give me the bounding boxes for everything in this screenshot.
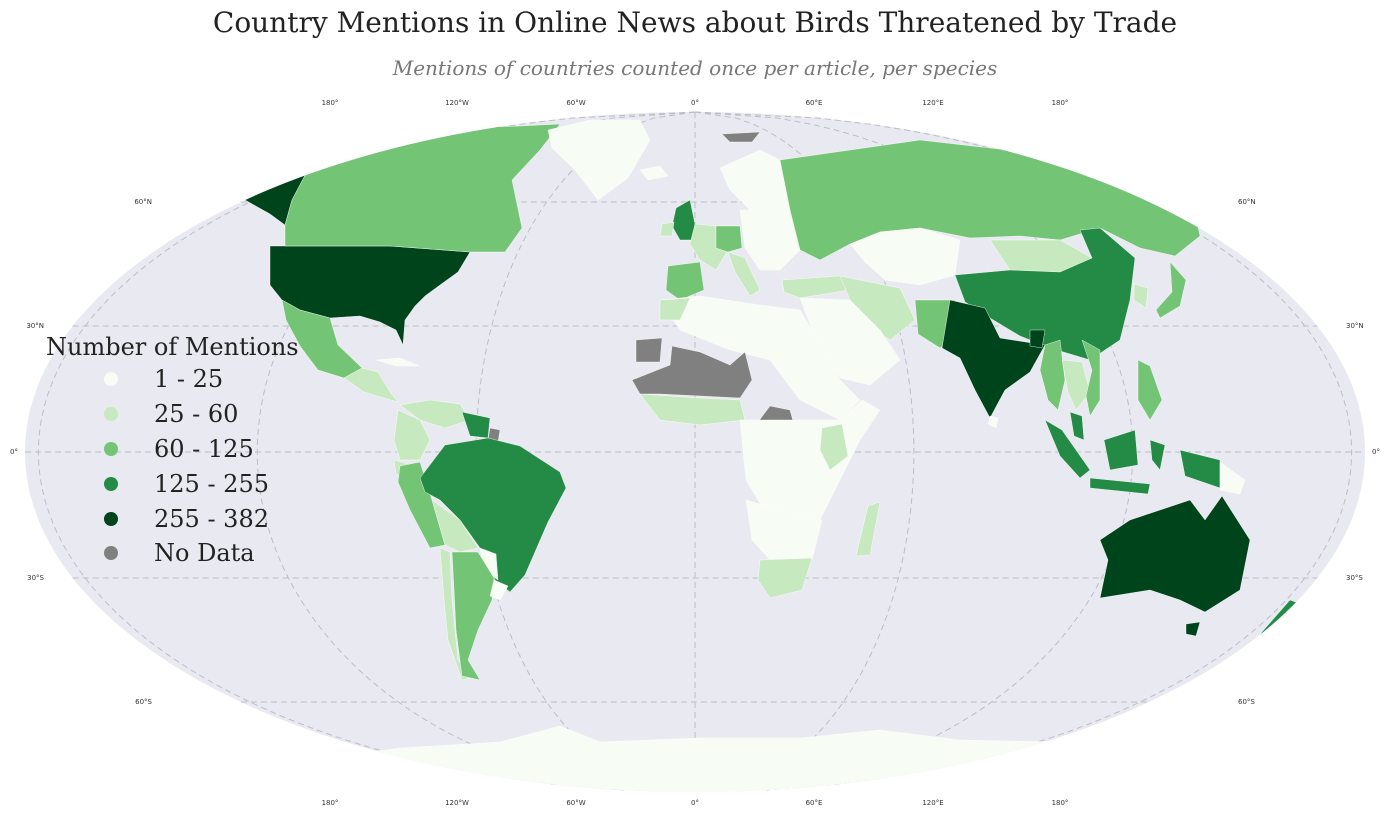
legend-item: 60 - 125 xyxy=(104,432,316,467)
country-bangladesh xyxy=(1029,329,1046,349)
country-sri-lanka xyxy=(987,415,999,429)
graticule-labels: 180° 180° 120°W 120°W 60°W 60°W 0° 0° 60°E 60°E 12… xyxy=(10,99,1380,807)
country-madagascar xyxy=(855,501,881,557)
legend-item: 1 - 25 xyxy=(104,362,316,397)
longitude-label-bottom: 60°W xyxy=(566,799,585,807)
country-sahel xyxy=(631,345,753,399)
country-turkey xyxy=(781,275,851,299)
country-kenya xyxy=(819,423,849,471)
longitude-label-bottom: 180° xyxy=(322,799,339,807)
country-south-africa xyxy=(757,557,813,599)
legend-item: 125 - 255 xyxy=(104,466,316,501)
country-north-africa xyxy=(659,295,861,421)
country-central-america xyxy=(343,367,399,403)
country-morocco xyxy=(659,297,691,321)
country-vietnam xyxy=(1081,339,1101,417)
map-subtitle: Mentions of countries counted once per a… xyxy=(392,56,998,80)
countries-layer xyxy=(199,119,1313,792)
legend-swatch-icon xyxy=(104,372,118,387)
legend-swatch-icon xyxy=(104,511,118,526)
country-svalbard xyxy=(721,131,761,143)
country-malaysia xyxy=(1069,411,1085,441)
legend-label: 60 - 125 xyxy=(154,434,254,463)
country-sulawesi xyxy=(1149,439,1166,471)
legend-title: Number of Mentions xyxy=(46,333,299,361)
legend-swatch-icon xyxy=(104,476,118,491)
country-india xyxy=(941,299,1046,419)
country-italy xyxy=(727,251,761,297)
legend-swatch-icon xyxy=(104,407,118,422)
country-greenland xyxy=(547,119,651,201)
latitude-label-right: 60°N xyxy=(1238,198,1256,206)
longitude-line xyxy=(694,111,1353,791)
country-philippines xyxy=(1137,359,1163,421)
country-cuba xyxy=(375,357,421,367)
longitude-label-top: 180° xyxy=(1052,99,1069,107)
country-japan xyxy=(1155,261,1187,319)
country-bolivia xyxy=(431,499,479,553)
longitude-line xyxy=(37,111,696,791)
legend-label: 25 - 60 xyxy=(154,400,239,429)
legend-swatch-icon xyxy=(104,546,118,561)
country-chile xyxy=(439,547,471,681)
longitude-label-bottom: 120°E xyxy=(922,799,943,807)
legend: Number of Mentions 1 - 25 25 - 60 60 - 125… xyxy=(46,332,316,571)
country-papua-new-guinea xyxy=(1219,461,1246,495)
legend-item: 25 - 60 xyxy=(104,397,316,432)
legend-item: 255 - 382 xyxy=(104,501,316,536)
longitude-label-bottom: 60°E xyxy=(806,799,823,807)
longitude-label-bottom: 120°W xyxy=(445,799,469,807)
country-ireland xyxy=(659,221,675,237)
latitude-label-left: 0° xyxy=(10,448,18,456)
country-colombia xyxy=(393,409,431,461)
country-uruguay xyxy=(489,579,509,601)
latitude-label-left: 30°S xyxy=(27,574,44,582)
latitude-label-left: 60°N xyxy=(134,198,152,206)
latitude-label-right: 30°S xyxy=(1346,574,1363,582)
country-sumatra xyxy=(1044,419,1091,479)
longitude-label-bottom: 180° xyxy=(1052,799,1069,807)
legend-label: 125 - 255 xyxy=(154,469,269,498)
longitude-label-top: 0° xyxy=(691,99,699,107)
map-title: Country Mentions in Online News about Bi… xyxy=(212,6,1178,39)
latitude-label-right: 60°S xyxy=(1238,698,1255,706)
longitude-label-top: 120°E xyxy=(922,99,943,107)
latitude-label-right: 30°N xyxy=(1346,322,1364,330)
country-tasmania xyxy=(1185,621,1201,637)
legend-label: 1 - 25 xyxy=(154,365,224,394)
latitude-label-left: 60°S xyxy=(135,698,152,706)
country-thailand xyxy=(1061,359,1091,411)
legend-item: No Data xyxy=(104,536,316,571)
country-australia xyxy=(1099,495,1251,613)
country-spain xyxy=(665,261,705,301)
legend-items: 1 - 25 25 - 60 60 - 125 125 - 255 255 - 382 N… xyxy=(46,362,316,571)
longitude-label-top: 180° xyxy=(322,99,339,107)
country-southern-africa xyxy=(745,499,823,561)
longitude-line xyxy=(694,111,915,791)
latitude-label-left: 30°N xyxy=(26,322,44,330)
country-argentina xyxy=(451,551,495,681)
country-brazil xyxy=(419,437,567,593)
longitude-label-top: 60°E xyxy=(806,99,823,107)
country-germany xyxy=(715,225,743,253)
latitude-label-right: 0° xyxy=(1372,448,1380,456)
legend-swatch-icon xyxy=(104,441,118,456)
longitude-label-top: 120°W xyxy=(445,99,469,107)
country-iceland xyxy=(639,165,669,181)
country-myanmar xyxy=(1039,339,1066,411)
country-peru xyxy=(397,461,446,549)
country-java xyxy=(1089,477,1151,495)
country-china xyxy=(954,227,1136,361)
longitude-label-bottom: 0° xyxy=(691,799,699,807)
country-western-sahara xyxy=(635,337,663,363)
legend-label: No Data xyxy=(154,539,255,568)
country-borneo xyxy=(1103,429,1139,471)
legend-label: 255 - 382 xyxy=(154,504,269,533)
longitude-label-top: 60°W xyxy=(566,99,585,107)
country-korea xyxy=(1133,283,1149,309)
